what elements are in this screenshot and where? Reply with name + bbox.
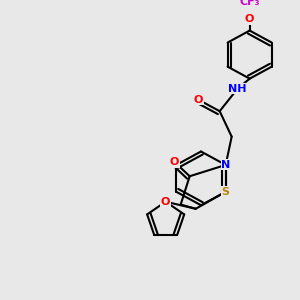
Text: O: O [194,95,203,105]
Text: CF₃: CF₃ [239,0,260,7]
Text: S: S [222,187,230,197]
Text: N: N [221,160,230,170]
Text: O: O [170,157,179,167]
Text: O: O [161,197,170,207]
Text: NH: NH [228,84,247,94]
Text: O: O [245,14,254,24]
